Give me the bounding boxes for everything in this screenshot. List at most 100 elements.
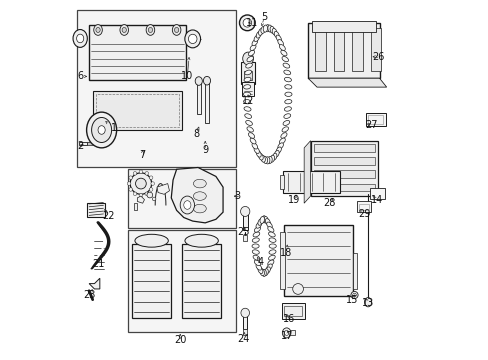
- Text: 1: 1: [111, 123, 117, 133]
- Polygon shape: [369, 188, 384, 199]
- Bar: [243, 235, 246, 241]
- Ellipse shape: [274, 31, 279, 38]
- Bar: [205, 82, 208, 123]
- Bar: [311, 21, 375, 32]
- Ellipse shape: [292, 284, 303, 294]
- Polygon shape: [365, 113, 385, 126]
- Ellipse shape: [256, 31, 261, 38]
- Bar: [310, 141, 378, 196]
- Ellipse shape: [245, 63, 252, 68]
- Text: 11: 11: [245, 18, 257, 28]
- Polygon shape: [358, 203, 368, 210]
- Ellipse shape: [243, 85, 250, 89]
- Ellipse shape: [285, 92, 291, 96]
- Ellipse shape: [240, 206, 249, 216]
- Text: 27: 27: [365, 120, 377, 130]
- Ellipse shape: [265, 24, 269, 32]
- Ellipse shape: [256, 150, 261, 157]
- Bar: [134, 203, 136, 210]
- Text: 20: 20: [174, 335, 186, 345]
- Ellipse shape: [149, 188, 153, 191]
- Bar: [313, 171, 374, 178]
- Ellipse shape: [127, 182, 131, 185]
- Ellipse shape: [251, 40, 257, 46]
- Ellipse shape: [284, 99, 291, 104]
- Ellipse shape: [94, 24, 102, 35]
- Ellipse shape: [203, 76, 210, 85]
- Text: 23: 23: [83, 290, 95, 300]
- Ellipse shape: [98, 126, 105, 134]
- Text: 25: 25: [237, 227, 249, 237]
- Ellipse shape: [268, 238, 275, 242]
- Ellipse shape: [282, 328, 290, 338]
- Bar: [333, 28, 344, 71]
- Text: 6: 6: [77, 71, 83, 81]
- Text: 26: 26: [371, 52, 384, 62]
- Ellipse shape: [256, 264, 261, 270]
- Text: 9: 9: [202, 145, 208, 155]
- Ellipse shape: [133, 192, 137, 195]
- Ellipse shape: [253, 255, 259, 260]
- Ellipse shape: [246, 57, 253, 62]
- Ellipse shape: [258, 153, 263, 160]
- Ellipse shape: [172, 24, 181, 35]
- Bar: [128, 230, 235, 332]
- Ellipse shape: [279, 138, 285, 144]
- Ellipse shape: [265, 267, 270, 274]
- Ellipse shape: [129, 188, 132, 191]
- Text: 24: 24: [237, 334, 249, 344]
- Ellipse shape: [139, 170, 142, 174]
- Bar: [279, 175, 283, 189]
- Ellipse shape: [145, 192, 148, 195]
- Bar: [87, 142, 100, 145]
- Bar: [351, 28, 362, 71]
- Bar: [280, 232, 284, 289]
- Bar: [242, 82, 253, 96]
- Ellipse shape: [149, 176, 153, 180]
- Ellipse shape: [174, 27, 179, 32]
- Ellipse shape: [277, 143, 283, 149]
- Text: 19: 19: [288, 195, 300, 204]
- Ellipse shape: [283, 70, 290, 75]
- Text: 28: 28: [323, 198, 335, 208]
- Ellipse shape: [284, 107, 291, 111]
- Ellipse shape: [265, 157, 269, 164]
- Ellipse shape: [267, 156, 272, 163]
- Ellipse shape: [268, 232, 275, 237]
- Ellipse shape: [183, 201, 190, 209]
- Text: 10: 10: [181, 71, 193, 81]
- Ellipse shape: [193, 179, 206, 188]
- Ellipse shape: [243, 18, 251, 27]
- Text: 15: 15: [345, 295, 357, 305]
- Text: 21: 21: [92, 259, 104, 269]
- Ellipse shape: [244, 107, 250, 111]
- Ellipse shape: [130, 173, 151, 194]
- Text: 22: 22: [102, 211, 114, 221]
- Ellipse shape: [139, 194, 142, 197]
- Ellipse shape: [260, 216, 264, 224]
- Ellipse shape: [262, 216, 266, 223]
- Ellipse shape: [260, 269, 264, 276]
- Ellipse shape: [272, 28, 276, 35]
- Ellipse shape: [268, 250, 275, 254]
- Ellipse shape: [279, 45, 285, 50]
- Ellipse shape: [151, 182, 154, 185]
- Ellipse shape: [267, 260, 273, 266]
- Bar: [370, 28, 381, 71]
- Ellipse shape: [120, 24, 128, 35]
- Text: 16: 16: [283, 314, 295, 324]
- Ellipse shape: [274, 150, 279, 157]
- Bar: [288, 330, 294, 336]
- Ellipse shape: [266, 222, 272, 228]
- Bar: [197, 82, 200, 114]
- Bar: [182, 244, 221, 318]
- Ellipse shape: [268, 244, 276, 248]
- Polygon shape: [137, 196, 144, 203]
- Ellipse shape: [193, 204, 206, 213]
- Text: 14: 14: [370, 195, 382, 204]
- Bar: [315, 28, 325, 71]
- Ellipse shape: [244, 114, 251, 118]
- Ellipse shape: [251, 244, 259, 248]
- Bar: [128, 169, 235, 228]
- Ellipse shape: [253, 232, 259, 237]
